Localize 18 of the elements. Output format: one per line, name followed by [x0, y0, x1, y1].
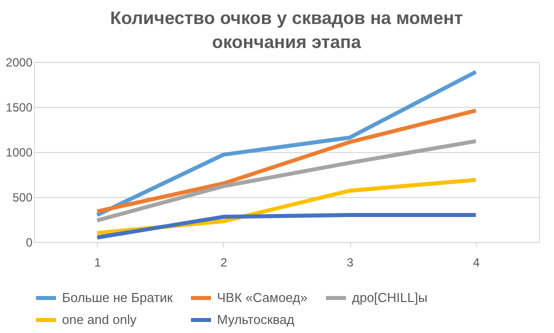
chart-title: Количество очков у сквадов на момент окончания этапа [110, 8, 464, 52]
legend-label: дро[CHILL]ы [352, 290, 428, 305]
line-series [95, 108, 478, 214]
line-series [95, 139, 478, 222]
legend-label: Мультосквад [217, 312, 295, 327]
legend-label: one and only [62, 312, 137, 327]
x-tick-label: 3 [346, 256, 354, 270]
line-series [95, 70, 478, 217]
legend-label: ЧВК «Самоед» [217, 290, 308, 305]
x-tick-label: 4 [473, 256, 480, 270]
y-tick-label: 500 [12, 190, 33, 204]
legend-label: Больше не Братик [62, 290, 174, 305]
y-tick-label: 0 [26, 236, 33, 250]
y-tick-label: 1500 [6, 100, 33, 114]
x-tick-label: 1 [94, 256, 102, 270]
x-tick-label: 2 [220, 256, 228, 270]
y-tick-label: 2000 [6, 56, 33, 70]
y-tick-label: 1000 [6, 146, 33, 160]
